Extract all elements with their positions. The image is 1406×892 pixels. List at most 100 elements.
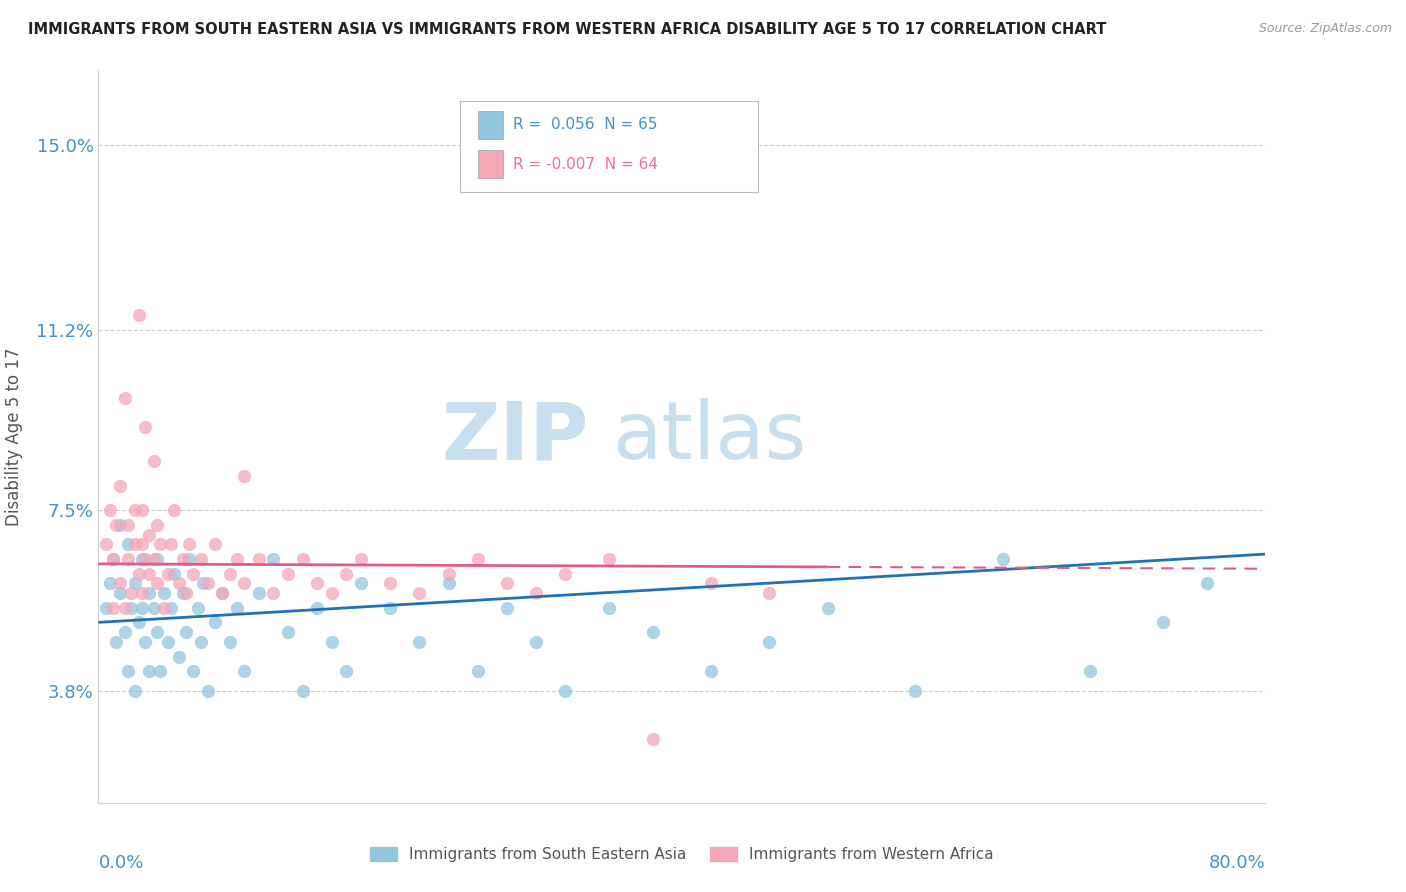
Point bbox=[160, 600, 183, 615]
Point bbox=[110, 586, 132, 600]
Point bbox=[94, 600, 117, 615]
Point bbox=[700, 576, 723, 591]
Point bbox=[163, 566, 186, 581]
Point bbox=[172, 586, 194, 600]
Point bbox=[128, 308, 150, 322]
Point bbox=[641, 625, 664, 640]
Point bbox=[350, 552, 373, 566]
Point bbox=[233, 664, 256, 678]
Point bbox=[174, 586, 197, 600]
Point bbox=[226, 552, 249, 566]
Point bbox=[134, 635, 156, 649]
Point bbox=[408, 586, 430, 600]
Point bbox=[174, 625, 197, 640]
Point bbox=[167, 576, 190, 591]
Point bbox=[101, 552, 124, 566]
Legend: Immigrants from South Eastern Asia, Immigrants from Western Africa: Immigrants from South Eastern Asia, Immi… bbox=[364, 841, 1000, 868]
Point bbox=[153, 586, 176, 600]
Point bbox=[307, 600, 329, 615]
Point bbox=[120, 600, 142, 615]
Point bbox=[904, 683, 927, 698]
Point bbox=[114, 625, 136, 640]
Point bbox=[190, 552, 212, 566]
Point bbox=[554, 566, 576, 581]
Point bbox=[1080, 664, 1102, 678]
Point bbox=[437, 566, 460, 581]
Point bbox=[262, 552, 284, 566]
Point bbox=[467, 552, 489, 566]
Point bbox=[98, 503, 121, 517]
Point bbox=[110, 479, 132, 493]
Point bbox=[131, 552, 153, 566]
Point bbox=[146, 625, 169, 640]
Point bbox=[157, 566, 180, 581]
Point bbox=[104, 635, 127, 649]
Bar bbox=[478, 151, 503, 178]
Point bbox=[197, 576, 219, 591]
Point bbox=[291, 683, 314, 698]
Point bbox=[128, 615, 150, 630]
Point bbox=[204, 615, 226, 630]
Point bbox=[1195, 576, 1218, 591]
Point bbox=[291, 552, 314, 566]
Point bbox=[1152, 615, 1174, 630]
Point bbox=[138, 566, 160, 581]
Point bbox=[157, 635, 180, 649]
Point bbox=[598, 600, 620, 615]
Point bbox=[262, 586, 284, 600]
Point bbox=[641, 732, 664, 747]
Text: 0.0%: 0.0% bbox=[98, 854, 143, 872]
Point bbox=[524, 586, 547, 600]
Point bbox=[110, 517, 132, 532]
Point bbox=[233, 576, 256, 591]
Point bbox=[350, 576, 373, 591]
Point bbox=[758, 635, 780, 649]
Point bbox=[335, 664, 357, 678]
Point bbox=[142, 600, 165, 615]
Point bbox=[149, 537, 172, 551]
Text: R =  0.056  N = 65: R = 0.056 N = 65 bbox=[513, 117, 657, 132]
Point bbox=[167, 649, 190, 664]
Point bbox=[408, 635, 430, 649]
Point bbox=[197, 683, 219, 698]
Point bbox=[149, 664, 172, 678]
Point bbox=[181, 566, 204, 581]
Point bbox=[131, 537, 153, 551]
Text: atlas: atlas bbox=[612, 398, 806, 476]
Point bbox=[117, 517, 139, 532]
Point bbox=[204, 537, 226, 551]
Point bbox=[124, 537, 146, 551]
Point bbox=[218, 635, 240, 649]
Point bbox=[380, 600, 402, 615]
Point bbox=[146, 517, 169, 532]
Point bbox=[496, 576, 519, 591]
Point bbox=[131, 600, 153, 615]
Point bbox=[524, 635, 547, 649]
Text: Source: ZipAtlas.com: Source: ZipAtlas.com bbox=[1258, 22, 1392, 36]
Point bbox=[817, 600, 839, 615]
Point bbox=[467, 664, 489, 678]
Point bbox=[218, 566, 240, 581]
Point bbox=[211, 586, 233, 600]
Point bbox=[758, 586, 780, 600]
Point bbox=[437, 576, 460, 591]
Point bbox=[177, 552, 200, 566]
Point bbox=[114, 600, 136, 615]
Point bbox=[153, 600, 176, 615]
Text: ZIP: ZIP bbox=[441, 398, 589, 476]
Point bbox=[131, 586, 153, 600]
Text: 80.0%: 80.0% bbox=[1209, 854, 1265, 872]
Point bbox=[307, 576, 329, 591]
Point bbox=[598, 552, 620, 566]
Point bbox=[128, 566, 150, 581]
Text: R = -0.007  N = 64: R = -0.007 N = 64 bbox=[513, 157, 658, 172]
Point bbox=[138, 664, 160, 678]
Point bbox=[321, 586, 343, 600]
Point bbox=[101, 552, 124, 566]
Point bbox=[110, 576, 132, 591]
Point bbox=[193, 576, 215, 591]
Point bbox=[114, 391, 136, 405]
Point bbox=[211, 586, 233, 600]
Point bbox=[117, 664, 139, 678]
Point bbox=[117, 552, 139, 566]
